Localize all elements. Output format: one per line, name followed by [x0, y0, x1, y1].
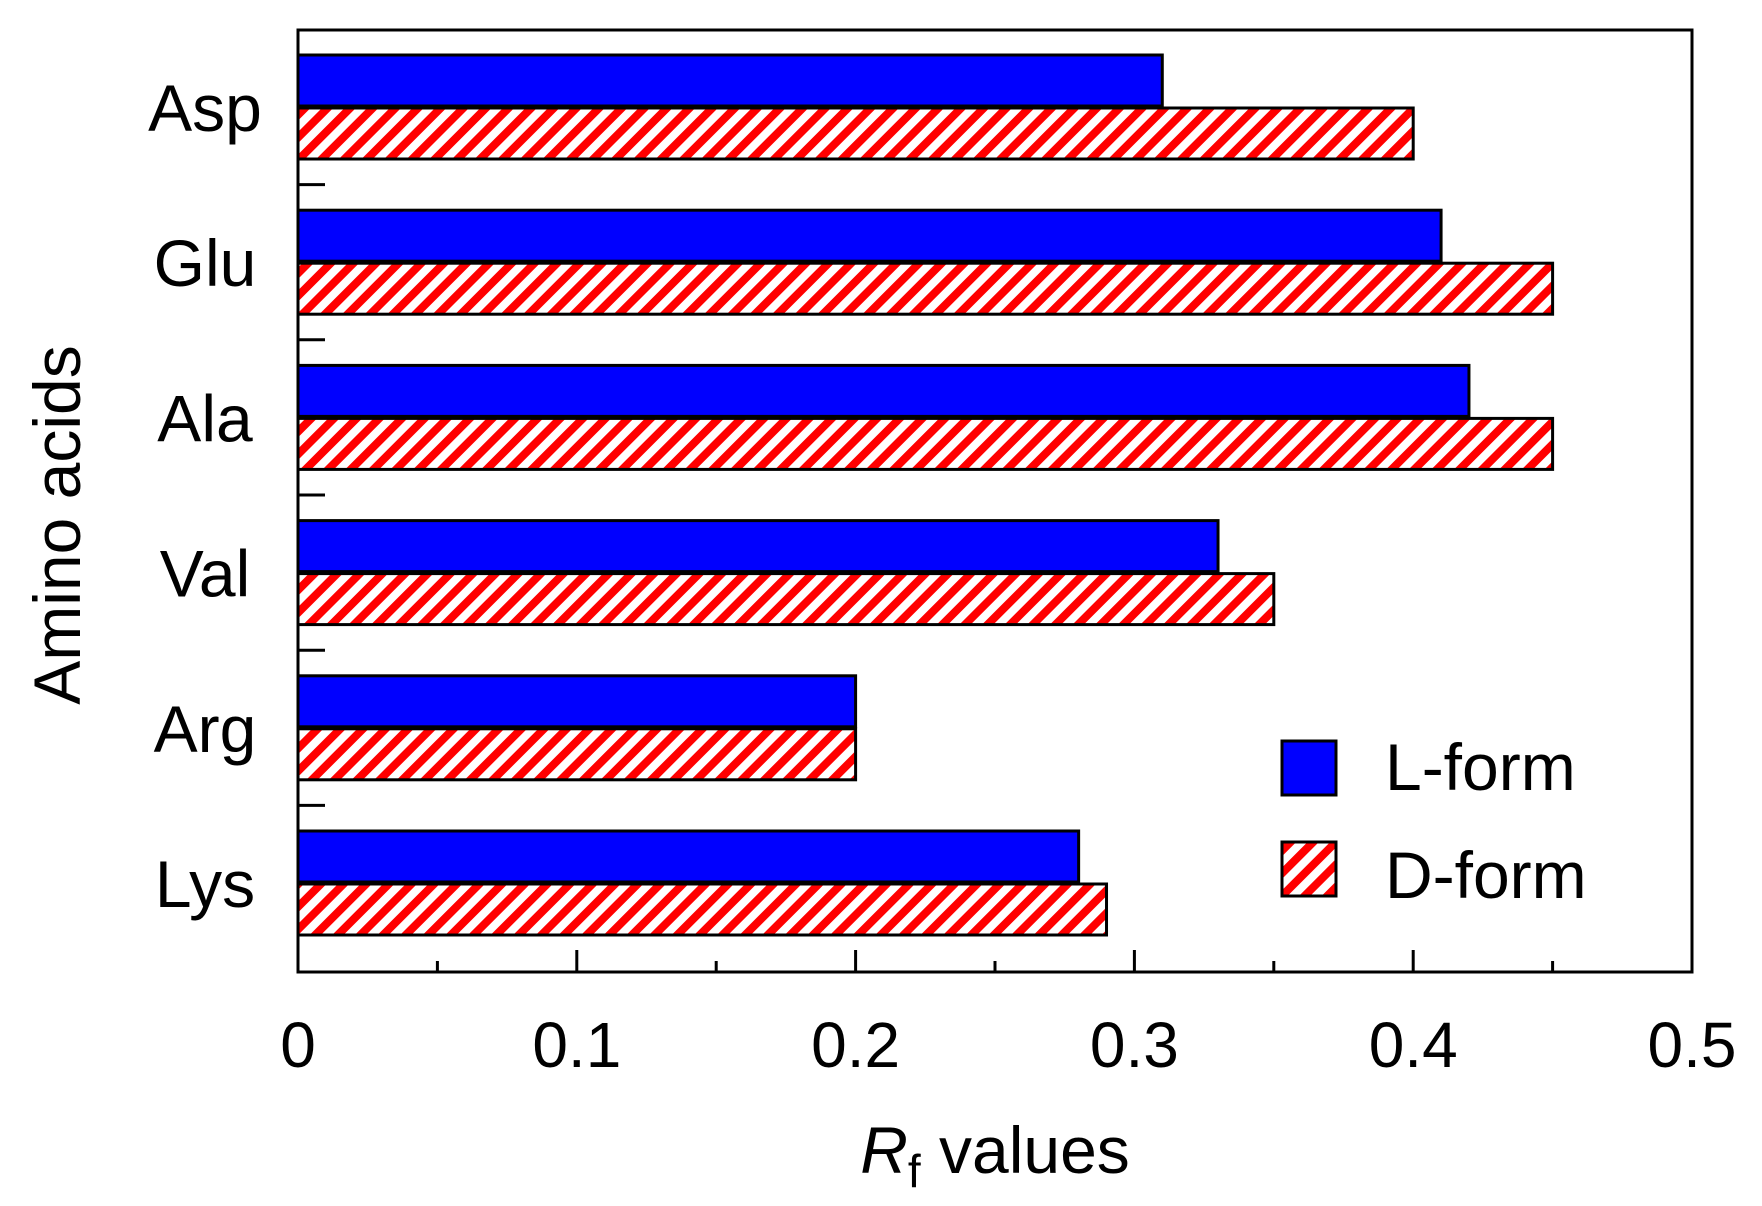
y-tick-labels: Asp Glu Ala Val Arg Lys [148, 71, 262, 921]
plot-area [298, 30, 1692, 972]
x-tick-labels: 0 0.1 0.2 0.3 0.4 0.5 [280, 1009, 1736, 1081]
bar-asp-d-form [296, 106, 1415, 161]
y-tick-label-lys: Lys [155, 847, 255, 921]
bars-layer [296, 53, 1555, 937]
bar-glu-d-form [296, 261, 1555, 316]
bar-lys-l-form [296, 829, 1081, 884]
plot-frame [296, 28, 1694, 974]
bar-ala-l-form [296, 363, 1471, 418]
y-tick-label-glu: Glu [154, 226, 257, 300]
legend-swatch-l-form [1280, 739, 1338, 797]
x-tick-label-0-5: 0.5 [1648, 1009, 1737, 1081]
legend-label-d-form: D-form [1385, 838, 1587, 912]
x-tick-label-0-2: 0.2 [811, 1009, 900, 1081]
y-tick-label-arg: Arg [154, 692, 257, 766]
bar-lys-d-form [296, 882, 1109, 937]
x-tick-label-0-3: 0.3 [1090, 1009, 1179, 1081]
x-axis-title-rest: values [921, 1113, 1130, 1187]
bar-val-l-form [296, 519, 1220, 574]
legend-swatch-d-form [1280, 840, 1338, 898]
y-axis-title: Amino acids [20, 345, 94, 705]
x-tick-label-0-1: 0.1 [532, 1009, 621, 1081]
legend: L-form D-form [1280, 730, 1587, 912]
bar-ala-d-form [296, 416, 1555, 471]
bar-arg-l-form [296, 674, 858, 729]
bar-arg-d-form [296, 727, 858, 782]
legend-label-l-form: L-form [1385, 730, 1576, 804]
bar-asp-l-form [296, 53, 1164, 108]
x-axis-title: Rf values [860, 1113, 1130, 1197]
bar-val-d-form [296, 572, 1276, 627]
y-tick-label-asp: Asp [148, 71, 262, 145]
bar-glu-l-form [296, 208, 1443, 263]
y-tick-label-ala: Ala [157, 381, 253, 455]
y-tick-label-val: Val [160, 537, 251, 611]
ticks-layer [298, 183, 1555, 972]
x-tick-label-0: 0 [280, 1009, 316, 1081]
x-axis-title-italic: R [860, 1113, 908, 1187]
x-axis-title-subscript: f [908, 1145, 921, 1197]
x-tick-label-0-4: 0.4 [1369, 1009, 1458, 1081]
